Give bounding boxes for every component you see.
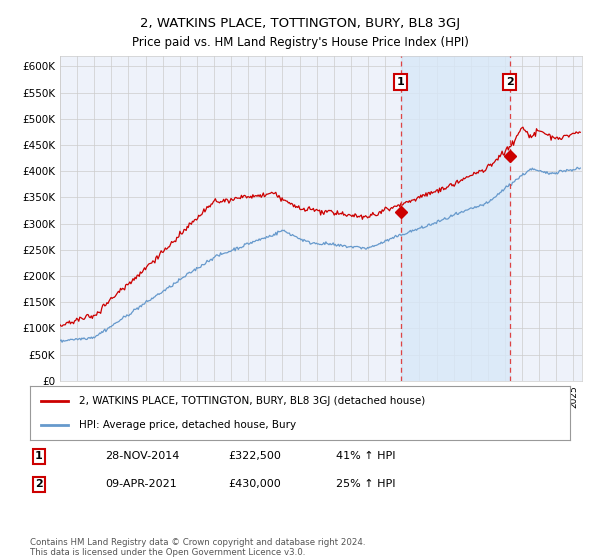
Text: 1: 1 xyxy=(35,451,43,461)
Text: 09-APR-2021: 09-APR-2021 xyxy=(105,479,177,489)
Text: 2: 2 xyxy=(35,479,43,489)
Text: £430,000: £430,000 xyxy=(228,479,281,489)
Text: HPI: Average price, detached house, Bury: HPI: Average price, detached house, Bury xyxy=(79,419,296,430)
Text: 2, WATKINS PLACE, TOTTINGTON, BURY, BL8 3GJ (detached house): 2, WATKINS PLACE, TOTTINGTON, BURY, BL8 … xyxy=(79,396,425,407)
Text: 25% ↑ HPI: 25% ↑ HPI xyxy=(336,479,395,489)
Text: 28-NOV-2014: 28-NOV-2014 xyxy=(105,451,179,461)
Text: 2, WATKINS PLACE, TOTTINGTON, BURY, BL8 3GJ: 2, WATKINS PLACE, TOTTINGTON, BURY, BL8 … xyxy=(140,17,460,30)
Text: 2: 2 xyxy=(506,77,514,87)
Bar xyxy=(401,56,509,381)
Text: 41% ↑ HPI: 41% ↑ HPI xyxy=(336,451,395,461)
Text: £322,500: £322,500 xyxy=(228,451,281,461)
Text: Contains HM Land Registry data © Crown copyright and database right 2024.
This d: Contains HM Land Registry data © Crown c… xyxy=(30,538,365,557)
Text: Price paid vs. HM Land Registry's House Price Index (HPI): Price paid vs. HM Land Registry's House … xyxy=(131,36,469,49)
Text: 1: 1 xyxy=(397,77,404,87)
